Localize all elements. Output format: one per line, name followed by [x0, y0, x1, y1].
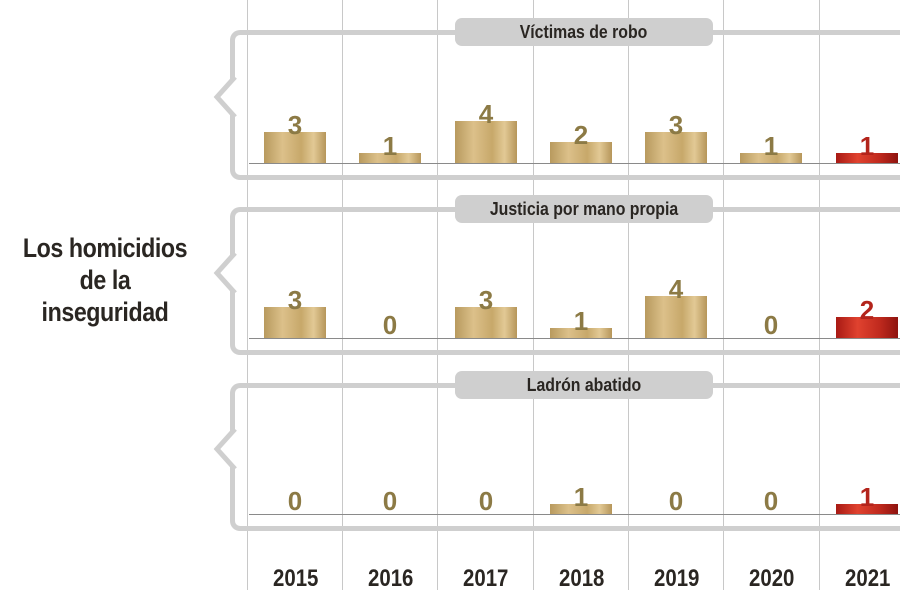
panel-label: Víctimas de robo	[455, 18, 713, 46]
value-label: 0	[668, 486, 684, 516]
value-label: 0	[478, 486, 494, 516]
panel-label-text: Ladrón abatido	[526, 375, 642, 395]
bar	[740, 152, 802, 163]
baseline	[249, 338, 900, 339]
bar	[836, 503, 898, 514]
value-label: 1	[382, 130, 398, 161]
value-label: 2	[859, 295, 875, 325]
value-label: 1	[573, 481, 589, 512]
separator-line	[342, 0, 343, 590]
panel-v-ctimas-de-robo: Víctimas de robo 3 1 4 2 3 1 1	[213, 18, 900, 180]
bar	[836, 317, 898, 338]
title-line: de la	[79, 265, 131, 295]
year-label: 2018	[558, 565, 605, 592]
bar	[836, 152, 898, 163]
bar	[550, 327, 612, 338]
baseline	[249, 514, 900, 515]
bar	[645, 296, 707, 338]
bracket-notch-icon	[213, 429, 237, 469]
value-label: 1	[573, 305, 589, 336]
bar	[264, 131, 326, 163]
bar	[645, 131, 707, 163]
value-label: 4	[668, 274, 684, 304]
separator-line	[628, 0, 629, 590]
separator-line	[437, 0, 438, 590]
value-label: 0	[382, 310, 398, 340]
value-label: 0	[382, 486, 398, 516]
bar	[455, 121, 517, 163]
separator-line	[723, 0, 724, 590]
bracket-notch-icon	[213, 253, 237, 293]
year-label: 2020	[748, 565, 795, 592]
value-label: 3	[668, 109, 684, 140]
bar	[359, 152, 421, 163]
panel-label-text: Víctimas de robo	[520, 22, 648, 42]
bar	[455, 306, 517, 338]
bracket-notch-icon	[213, 77, 237, 117]
separator-line	[819, 0, 820, 590]
value-label: 2	[573, 120, 589, 150]
year-label: 2019	[653, 565, 700, 592]
value-label: 1	[859, 130, 875, 161]
year-label: 2017	[462, 565, 509, 592]
separator-line	[533, 0, 534, 590]
value-label: 0	[763, 486, 779, 516]
panel-label: Justicia por mano propia	[455, 195, 713, 223]
value-label: 3	[478, 284, 494, 315]
year-label: 2016	[367, 565, 414, 592]
year-label: 2021	[844, 565, 891, 592]
separator-line	[247, 0, 248, 590]
bar	[550, 503, 612, 514]
value-label: 3	[287, 109, 303, 140]
chart-title: Los homicidios de la inseguridad	[15, 232, 196, 328]
value-label: 1	[859, 481, 875, 512]
value-label: 0	[287, 486, 303, 516]
value-label: 4	[478, 99, 494, 129]
title-line: Los homicidios	[22, 233, 188, 263]
year-label: 2015	[272, 565, 319, 592]
baseline	[249, 163, 900, 164]
value-label: 1	[763, 130, 779, 161]
value-label: 0	[763, 310, 779, 340]
value-label: 3	[287, 284, 303, 315]
panel-label: Ladrón abatido	[455, 371, 713, 399]
title-line: inseguridad	[41, 297, 169, 327]
bar	[264, 306, 326, 338]
panel-label-text: Justicia por mano propia	[489, 199, 679, 219]
bar	[550, 142, 612, 163]
panel-ladr-n-abatido: Ladrón abatido 0 0 0 1 0 0 1	[213, 371, 900, 531]
panel-justicia-por-mano-propia: Justicia por mano propia 3 0 3 1 4 0 2	[213, 195, 900, 355]
